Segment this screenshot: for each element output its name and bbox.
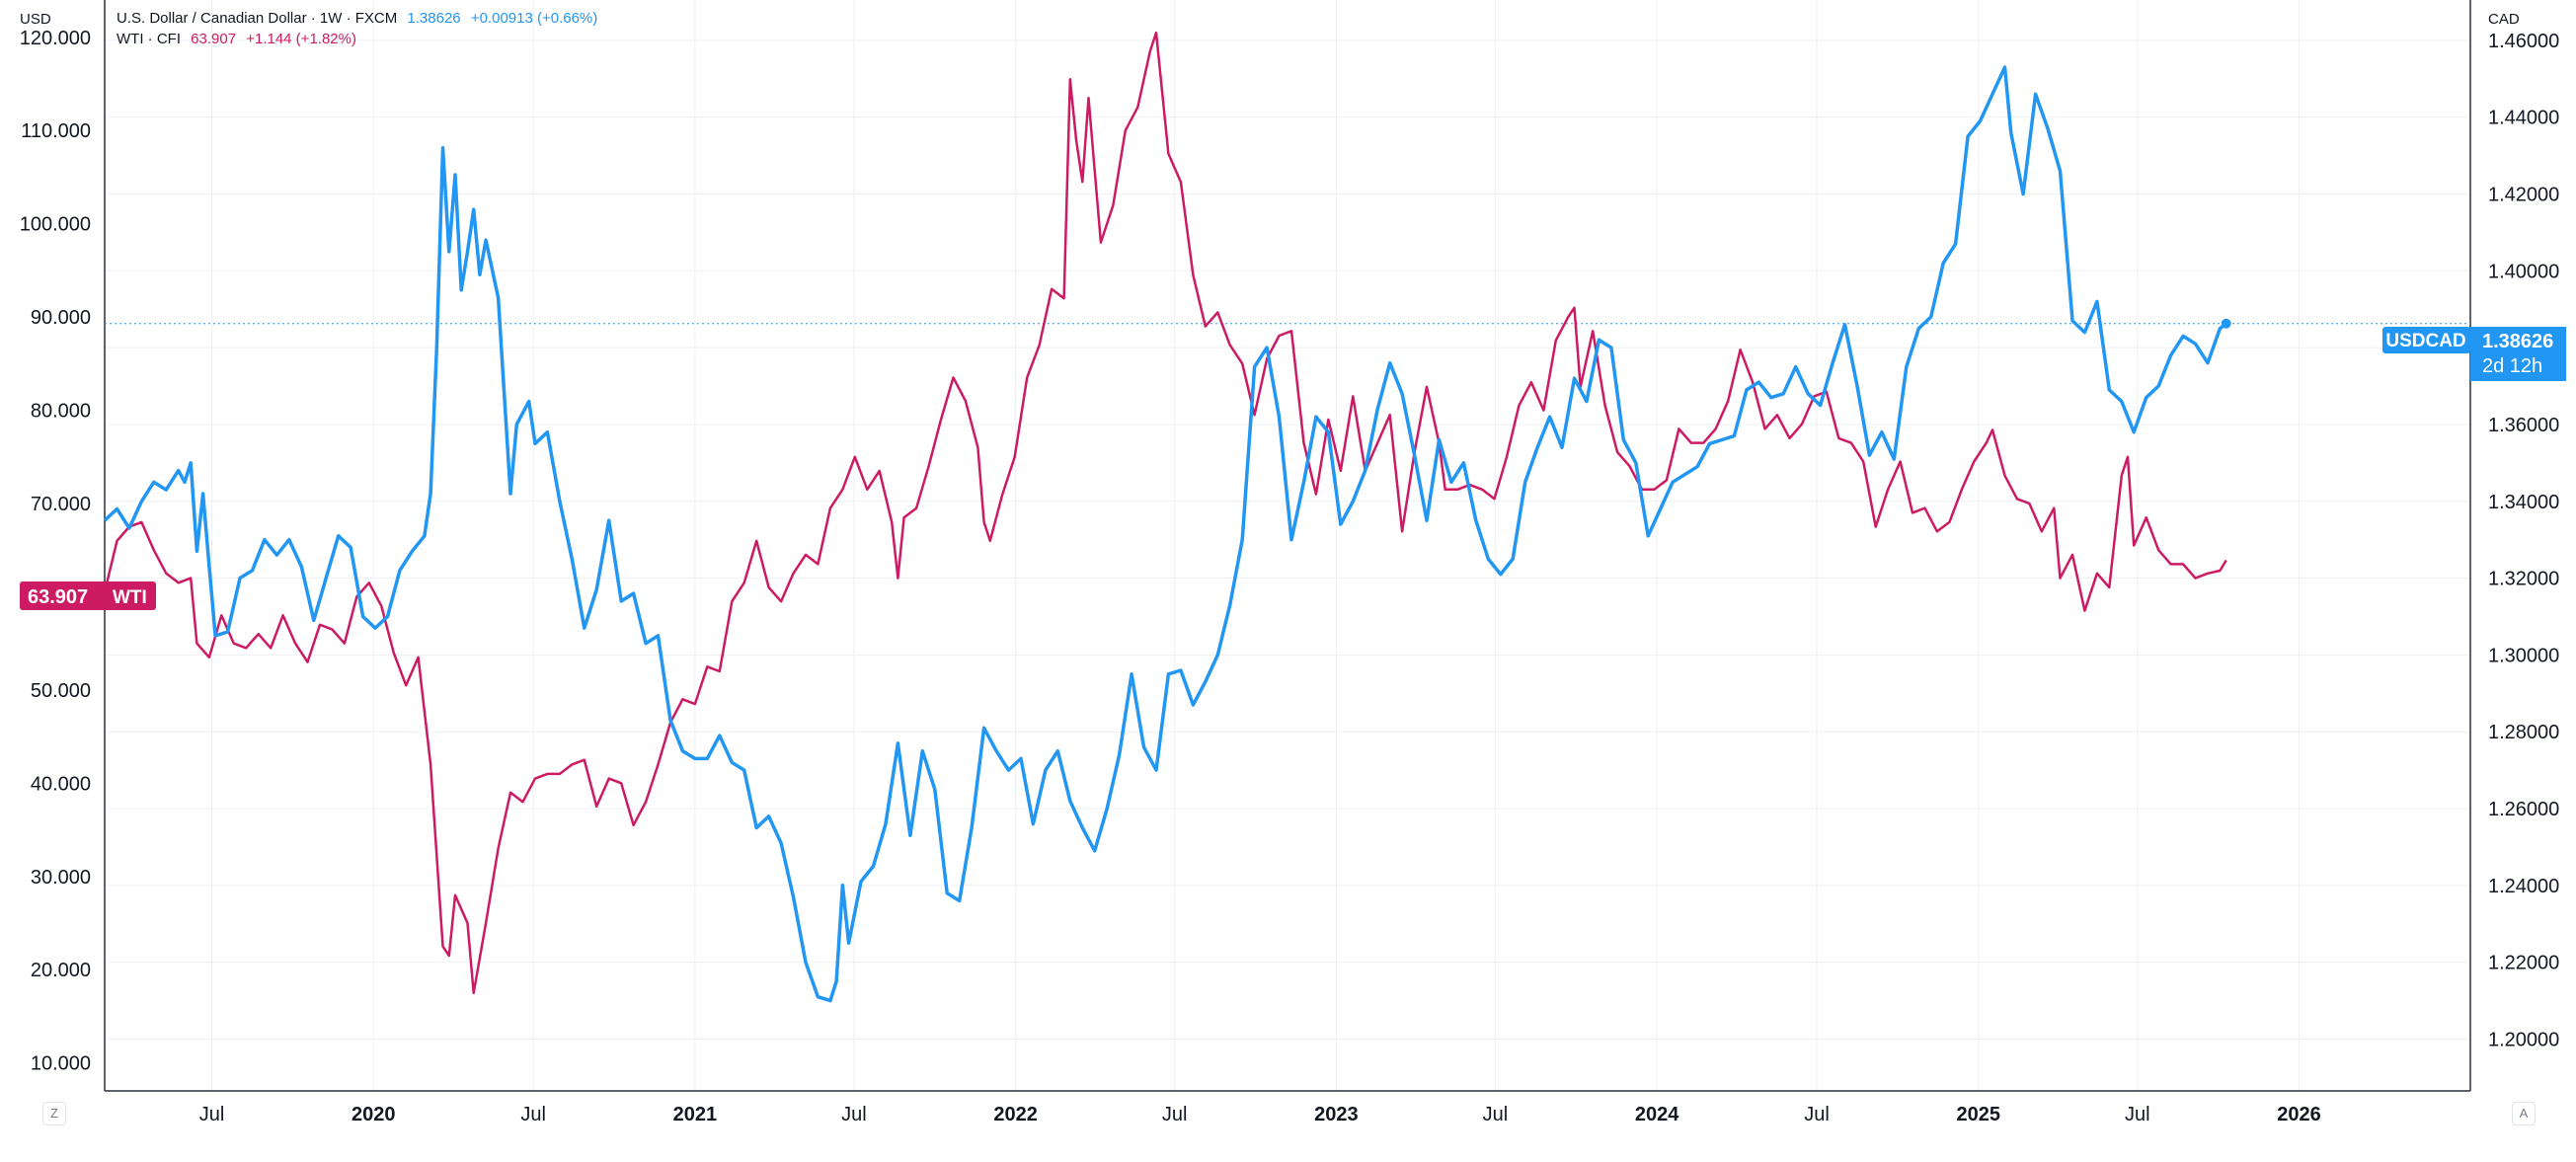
left-axis-tick-label: 90.000 [31,307,91,329]
x-axis-tick-label: 2021 [673,1104,718,1125]
x-axis-tick-label: 2024 [1635,1104,1679,1125]
legend-wti-value: 63.907 [191,31,237,47]
left-axis-unit: USD [20,11,51,28]
x-axis-tick-label: 2020 [351,1104,396,1125]
wti-tag-label: WTI [113,587,147,608]
right-axis-tick-label: 1.30000 [2488,645,2559,666]
x-axis-tick-label: Jul [1483,1104,1509,1125]
usdcad-price-tag: USDCAD 1.38626 2d 12h [2382,327,2566,381]
usdcad-tag-box [2382,327,2470,353]
legend-usdcad-name: U.S. Dollar / Canadian Dollar · 1W · FXC… [117,10,398,27]
left-axis-tick-label: 120.000 [20,28,91,49]
usdcad-last-point [2221,318,2231,329]
x-axis-tick-label: 2026 [2277,1104,2321,1125]
right-axis-tick-label: 1.22000 [2488,953,2559,974]
legend-wti-change: +1.144 (+1.82%) [246,31,356,47]
right-axis-tick-label: 1.40000 [2488,261,2559,282]
usdcad-tag-label: USDCAD [2385,331,2465,351]
usdcad-tag-countdown: 2d 12h [2482,355,2542,377]
left-axis-zoom-button[interactable]: Z [42,1102,66,1125]
left-axis-tick-label: 110.000 [21,120,91,142]
legend-wti[interactable]: WTI · CFI 63.907 +1.144 (+1.82%) [117,31,362,47]
right-axis-tick-label: 1.24000 [2488,876,2559,897]
right-axis-tick-label: 1.32000 [2488,569,2559,590]
usdcad-tag-value: 1.38626 [2482,331,2553,352]
right-axis-ticks: 1.20000 1.22000 1.24000 1.26000 1.28000 1.300… [2488,31,2559,1051]
x-axis-tick-label: Jul [2125,1104,2150,1125]
chart-grid [105,0,2470,1091]
left-axis-tick-label: 100.000 [20,214,91,236]
left-axis-tick-label: 30.000 [31,867,91,889]
x-axis-tick-label: 2025 [1957,1104,2001,1125]
right-axis-tick-label: 1.36000 [2488,415,2559,436]
wti-price-tag: 63.907 WTI [20,581,156,610]
left-axis-ticks: 10.00020.00030.00040.00050.00060.00070.0… [20,28,91,1075]
right-axis-tick-label: 1.28000 [2488,722,2559,743]
usdcad-value-box [2470,327,2566,381]
right-axis-auto-button[interactable]: A [2512,1102,2536,1125]
left-axis-tick-label: 80.000 [31,401,91,423]
series-line-usdcad[interactable] [103,65,2227,1003]
right-axis-tick-label: 1.44000 [2488,108,2559,129]
left-axis-tick-label: 50.000 [31,680,91,702]
right-axis-tick-label: 1.42000 [2488,184,2559,205]
right-axis-unit: CAD [2488,11,2520,28]
left-axis-tick-label: 10.000 [31,1053,91,1075]
x-axis-ticks: Jul 2020 Jul 2021 Jul 2022 Jul 2023 Jul 2024 Jul 20… [199,1104,2321,1125]
legend-wti-name: WTI · CFI [117,31,181,47]
series-layer [103,31,2227,1003]
x-axis-tick-label: Jul [841,1104,867,1125]
legend-usdcad-change: +0.00913 (+0.66%) [470,10,598,27]
right-axis-tick-label: 1.34000 [2488,492,2559,513]
left-axis-tick-label: 70.000 [31,494,91,515]
right-axis-tick-label: 1.20000 [2488,1029,2559,1050]
wti-tag-value: 63.907 [28,586,88,608]
right-axis-tick-label: 1.26000 [2488,799,2559,820]
legend-usdcad[interactable]: U.S. Dollar / Canadian Dollar · 1W · FXC… [117,10,603,27]
chart-axes [104,0,2471,1092]
legend-usdcad-value: 1.38626 [407,10,461,27]
wti-tag-box [20,581,156,610]
x-axis-tick-label: 2023 [1314,1104,1359,1125]
series-line-wti[interactable] [103,31,2227,995]
left-axis-tick-label: 40.000 [31,773,91,795]
x-axis-tick-label: Jul [1162,1104,1188,1125]
x-axis-tick-label: Jul [1804,1104,1830,1125]
x-axis-tick-label: Jul [199,1104,225,1125]
left-axis-tick-label: 20.000 [31,960,91,981]
x-axis-tick-label: Jul [520,1104,546,1125]
right-axis-tick-label: 1.46000 [2488,31,2559,52]
x-axis-tick-label: 2022 [993,1104,1038,1125]
